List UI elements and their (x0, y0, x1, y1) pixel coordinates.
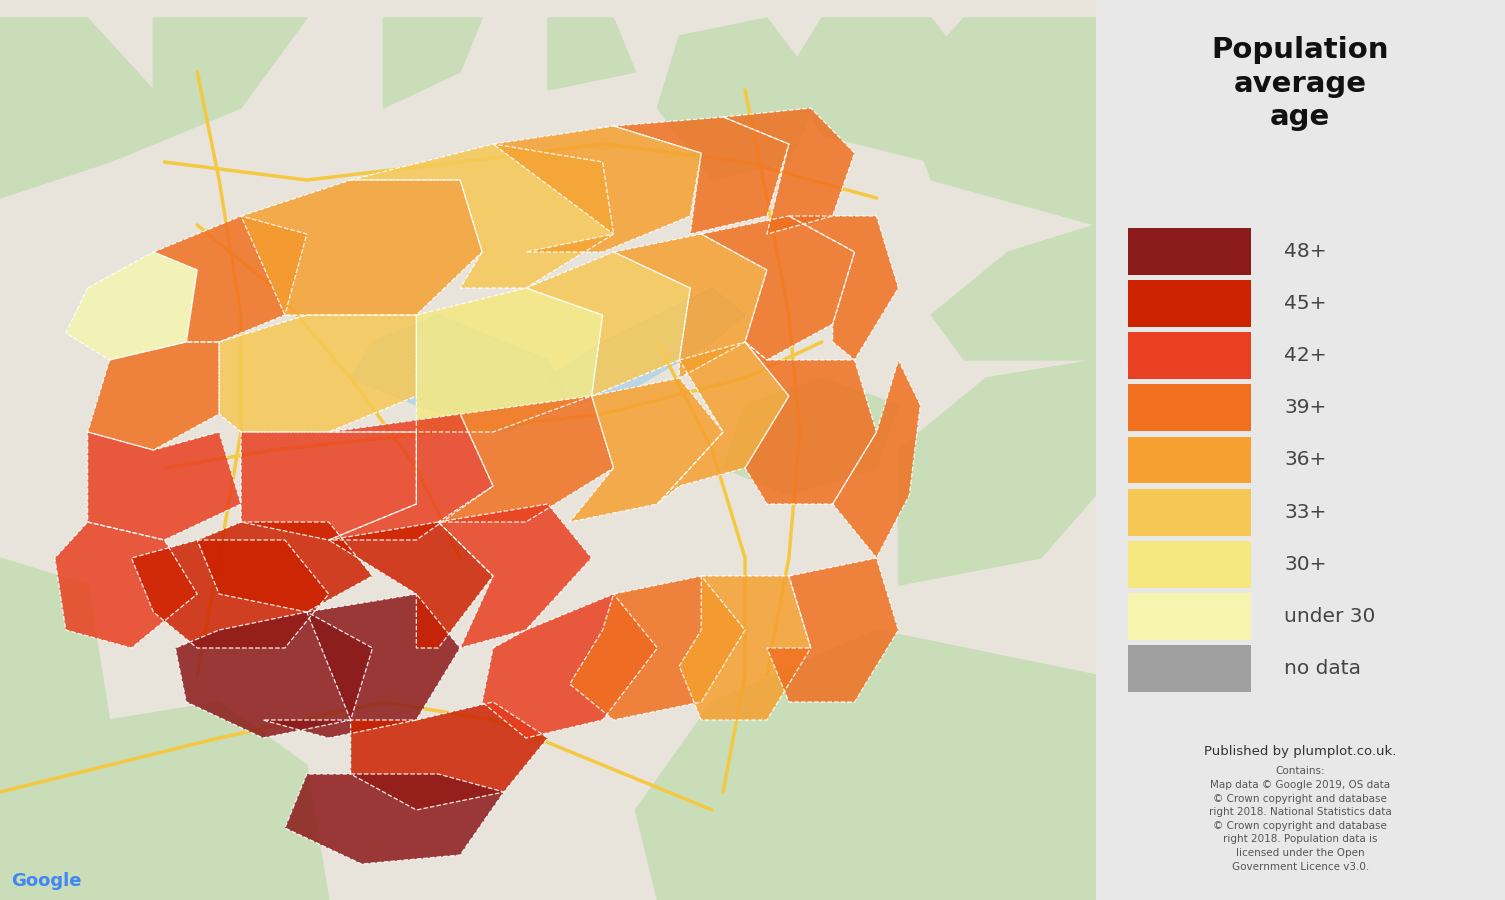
Polygon shape (175, 612, 373, 738)
Text: 39+: 39+ (1284, 398, 1326, 418)
Polygon shape (263, 594, 461, 738)
Polygon shape (220, 315, 417, 432)
Polygon shape (525, 252, 691, 396)
Polygon shape (789, 216, 898, 360)
Polygon shape (570, 378, 722, 522)
Polygon shape (722, 108, 855, 234)
Polygon shape (548, 18, 635, 90)
Polygon shape (328, 522, 494, 648)
Polygon shape (832, 360, 921, 558)
Polygon shape (494, 126, 701, 252)
Polygon shape (0, 702, 328, 900)
Bar (1129, 541, 1251, 588)
Text: no data: no data (1284, 659, 1361, 679)
Polygon shape (54, 522, 197, 648)
Polygon shape (0, 18, 154, 198)
Bar (1129, 280, 1251, 327)
Text: under 30: under 30 (1284, 607, 1376, 626)
Polygon shape (197, 522, 373, 612)
Polygon shape (241, 180, 482, 315)
Polygon shape (898, 360, 1096, 585)
Polygon shape (658, 342, 789, 504)
Text: 30+: 30+ (1284, 554, 1326, 574)
Text: Published by plumplot.co.uk.: Published by plumplot.co.uk. (1204, 745, 1397, 758)
Polygon shape (241, 432, 417, 540)
Text: Google: Google (11, 872, 81, 890)
Polygon shape (351, 315, 570, 432)
Polygon shape (284, 774, 504, 864)
Polygon shape (635, 630, 1096, 900)
Text: Population
average
age: Population average age (1212, 36, 1389, 131)
Polygon shape (328, 414, 494, 540)
Polygon shape (384, 18, 482, 108)
Text: 33+: 33+ (1284, 502, 1326, 522)
Polygon shape (768, 558, 898, 702)
Polygon shape (0, 558, 110, 765)
Polygon shape (722, 378, 898, 495)
Polygon shape (745, 342, 876, 504)
Polygon shape (570, 576, 745, 720)
Polygon shape (701, 216, 855, 360)
Polygon shape (351, 702, 548, 810)
Bar (1129, 645, 1251, 692)
Text: 48+: 48+ (1284, 241, 1326, 261)
Polygon shape (614, 117, 789, 234)
Polygon shape (351, 144, 614, 288)
Polygon shape (658, 18, 822, 180)
Bar (1129, 593, 1251, 640)
Polygon shape (898, 18, 1096, 225)
Polygon shape (438, 396, 614, 522)
Bar (1129, 332, 1251, 379)
Polygon shape (482, 594, 658, 738)
Bar (1129, 489, 1251, 536)
Polygon shape (131, 540, 328, 648)
Polygon shape (0, 0, 1096, 900)
Polygon shape (417, 288, 602, 432)
Polygon shape (679, 576, 811, 720)
Bar (1129, 436, 1251, 483)
Polygon shape (438, 504, 591, 648)
Text: 42+: 42+ (1284, 346, 1326, 365)
Polygon shape (87, 342, 220, 450)
Polygon shape (932, 225, 1096, 360)
Polygon shape (614, 234, 768, 378)
Bar (1129, 228, 1251, 274)
Polygon shape (87, 432, 241, 540)
Text: Contains:
Map data © Google 2019, OS data
© Crown copyright and database
right 2: Contains: Map data © Google 2019, OS dat… (1209, 767, 1392, 871)
Polygon shape (66, 252, 197, 360)
Polygon shape (154, 216, 307, 342)
Text: 36+: 36+ (1284, 450, 1326, 470)
Text: 45+: 45+ (1284, 293, 1326, 313)
Polygon shape (110, 18, 307, 162)
Polygon shape (789, 18, 986, 162)
Bar (1129, 384, 1251, 431)
Polygon shape (548, 288, 745, 405)
